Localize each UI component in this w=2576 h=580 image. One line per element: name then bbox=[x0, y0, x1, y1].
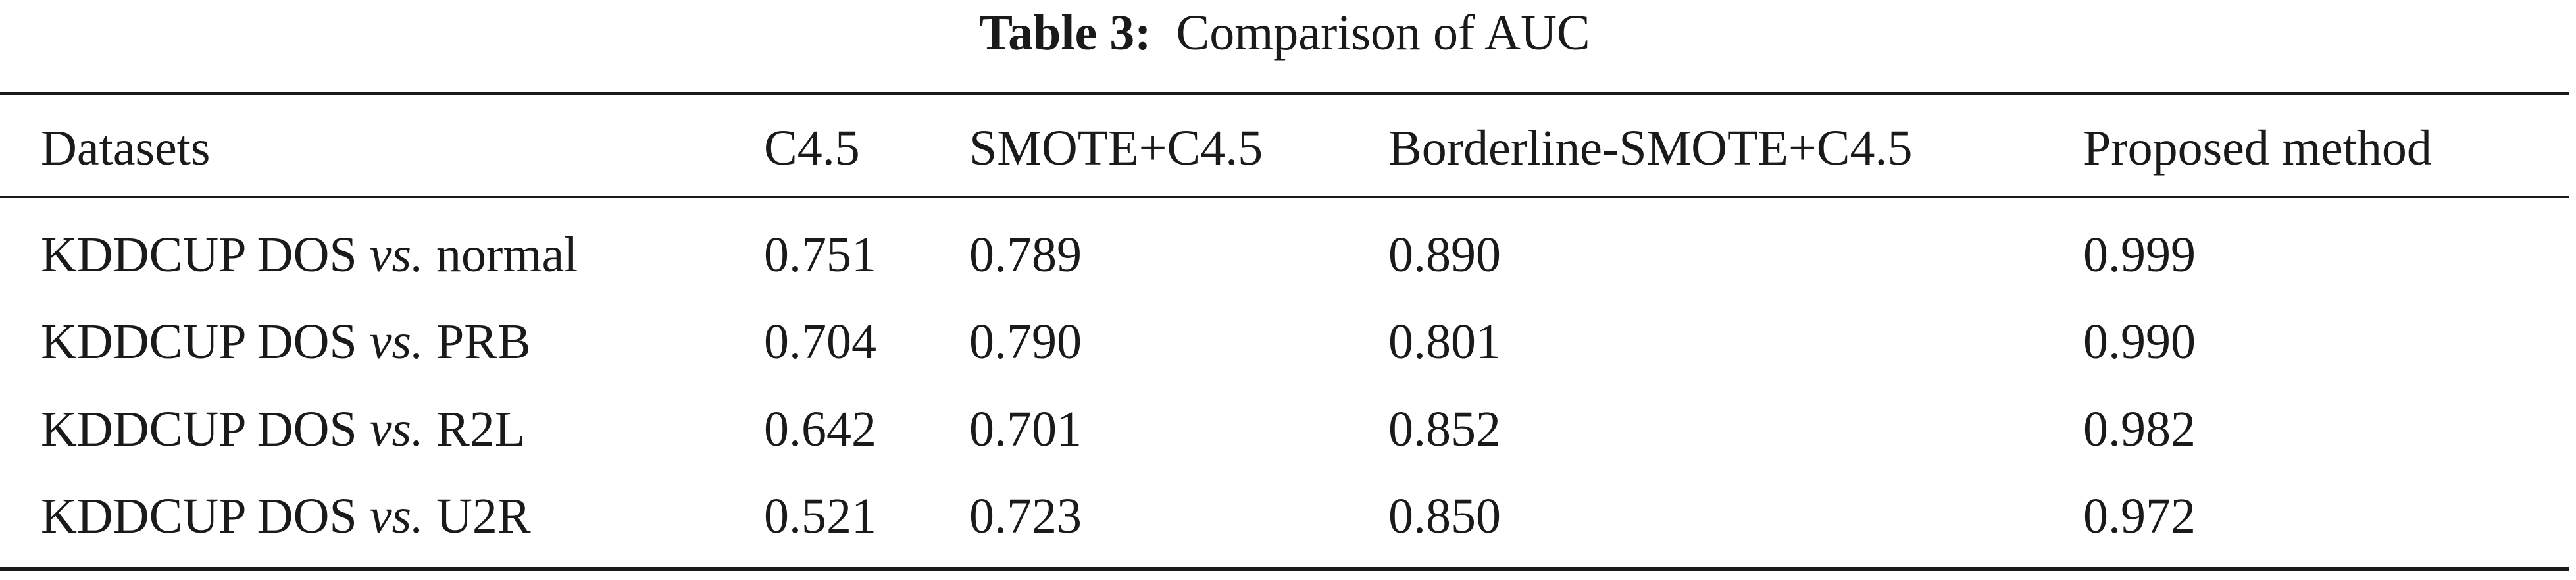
auc-cell: 0.789 bbox=[969, 227, 1082, 282]
dataset-cell: KDDCUP DOS vs. normal bbox=[41, 230, 578, 280]
dataset-suffix: U2R bbox=[436, 488, 531, 544]
auc-cell: 0.852 bbox=[1388, 402, 1501, 457]
dataset-vs: vs. bbox=[369, 402, 424, 457]
auc-cell: 0.890 bbox=[1388, 227, 1501, 282]
auc-cell: 0.990 bbox=[2083, 314, 2196, 369]
column-header: C4.5 bbox=[764, 120, 860, 176]
dataset-cell: KDDCUP DOS vs. R2L bbox=[41, 404, 525, 454]
auc-cell: 0.801 bbox=[1388, 314, 1501, 369]
auc-cell: 0.850 bbox=[1388, 488, 1501, 544]
auc-cell: 0.999 bbox=[2083, 227, 2196, 282]
dataset-prefix: KDDCUP DOS bbox=[41, 488, 357, 544]
dataset-vs: vs. bbox=[369, 314, 424, 369]
dataset-suffix: PRB bbox=[436, 314, 531, 369]
column-header: Borderline-SMOTE+C4.5 bbox=[1388, 120, 1913, 176]
auc-cell: 0.642 bbox=[764, 402, 876, 457]
dataset-cell: KDDCUP DOS vs. U2R bbox=[41, 491, 531, 541]
auc-cell: 0.972 bbox=[2083, 488, 2196, 544]
auc-cell: 0.790 bbox=[969, 314, 1082, 369]
dataset-suffix: R2L bbox=[436, 402, 526, 457]
column-header: Proposed method bbox=[2083, 120, 2432, 176]
dataset-cell: KDDCUP DOS vs. PRB bbox=[41, 317, 531, 367]
auc-cell: 0.521 bbox=[764, 488, 876, 544]
bottom-rule bbox=[0, 567, 2569, 571]
dataset-prefix: KDDCUP DOS bbox=[41, 314, 357, 369]
column-header: Datasets bbox=[41, 120, 211, 176]
dataset-suffix: normal bbox=[436, 227, 578, 282]
dataset-vs: vs. bbox=[369, 227, 424, 282]
auc-cell: 0.701 bbox=[969, 402, 1082, 457]
table-caption: Table 3: Comparison of AUC bbox=[0, 8, 2569, 58]
caption-label: Table 3: bbox=[979, 5, 1151, 61]
dataset-vs: vs. bbox=[369, 488, 424, 544]
auc-cell: 0.982 bbox=[2083, 402, 2196, 457]
header-rule bbox=[0, 196, 2569, 198]
auc-cell: 0.723 bbox=[969, 488, 1082, 544]
column-header: SMOTE+C4.5 bbox=[969, 120, 1263, 176]
auc-cell: 0.751 bbox=[764, 227, 876, 282]
dataset-prefix: KDDCUP DOS bbox=[41, 227, 357, 282]
dataset-prefix: KDDCUP DOS bbox=[41, 402, 357, 457]
caption-title: Comparison of AUC bbox=[1176, 5, 1590, 61]
top-rule bbox=[0, 92, 2569, 95]
auc-cell: 0.704 bbox=[764, 314, 876, 369]
